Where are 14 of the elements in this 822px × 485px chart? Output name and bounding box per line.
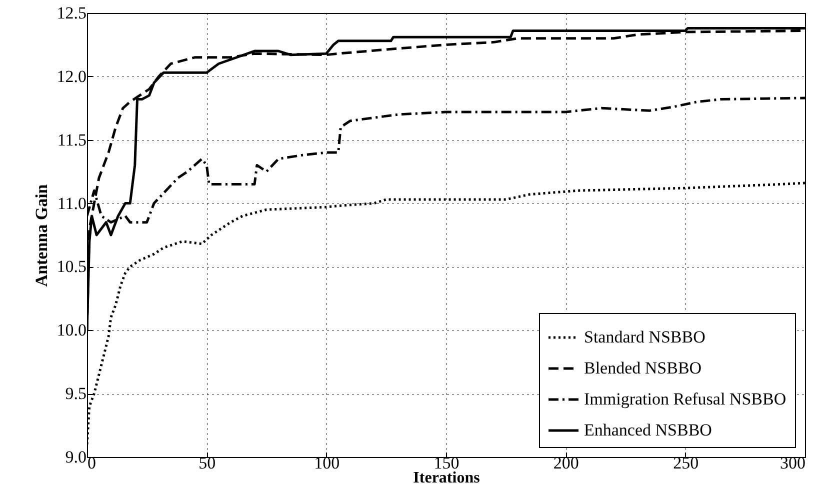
y-axis-title: Antenna Gain [32,184,51,287]
y-tick-label: 10.0 [56,320,86,340]
legend-label: Immigration Refusal NSBBO [584,390,786,408]
y-tick-label: 12.5 [56,4,86,22]
y-tick-label: 11.5 [57,130,86,150]
y-tick-label: 9.0 [65,448,86,466]
x-axis-title: Iterations [413,470,480,485]
y-tick-label: 11.0 [57,194,86,213]
y-tick-label: 9.5 [65,384,86,404]
legend-label: Blended NSBBO [584,358,702,378]
y-tick-label: 10.5 [56,257,86,276]
y-tick-label: 12.0 [56,66,86,86]
legend-label: Enhanced NSBBO [584,420,712,440]
legend-label: Standard NSBBO [584,328,706,346]
